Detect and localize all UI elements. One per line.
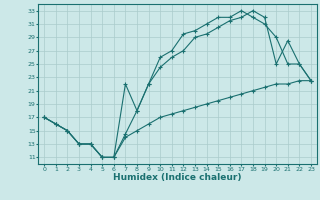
X-axis label: Humidex (Indice chaleur): Humidex (Indice chaleur) [113,173,242,182]
